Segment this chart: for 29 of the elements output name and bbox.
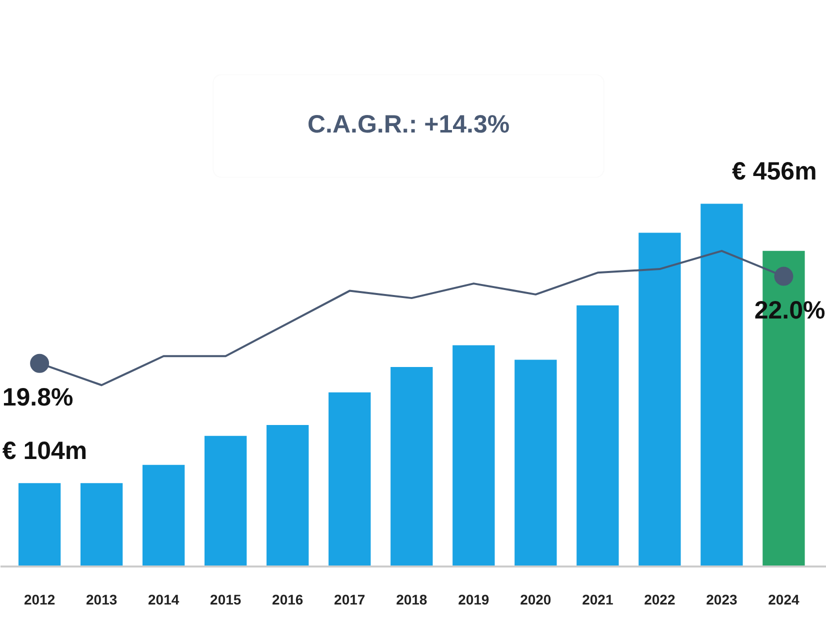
x-tick-label: 2019 <box>458 592 490 608</box>
annotation: € 456m <box>732 158 817 186</box>
bar <box>452 345 495 566</box>
bar <box>638 232 681 566</box>
annotation: 19.8% <box>2 383 74 412</box>
annotation: € 104m <box>2 437 88 466</box>
x-tick-label: 2015 <box>210 592 242 608</box>
bar <box>18 483 61 566</box>
bar <box>80 483 123 566</box>
bar <box>700 204 743 566</box>
bar <box>204 436 247 566</box>
bar <box>142 464 185 566</box>
x-tick-label: 2018 <box>396 592 428 608</box>
text: C.A.G.R.: +14.3% <box>307 110 510 139</box>
bar <box>266 425 309 566</box>
bar <box>514 360 557 566</box>
x-tick-label: 2016 <box>272 592 304 608</box>
x-tick-label: 2021 <box>582 592 614 608</box>
x-tick-label: 2014 <box>148 592 180 608</box>
x-tick-label: 2022 <box>644 592 676 608</box>
bar <box>390 366 433 566</box>
x-tick-label: 2013 <box>86 592 118 608</box>
bar <box>328 392 371 566</box>
x-tick-label: 2017 <box>334 592 366 608</box>
x-tick-label: 2012 <box>24 592 56 608</box>
x-tick-label: 2024 <box>768 592 800 608</box>
x-tick-label: 2023 <box>706 592 738 608</box>
x-tick-label: 2020 <box>520 592 552 608</box>
bar <box>576 305 619 566</box>
